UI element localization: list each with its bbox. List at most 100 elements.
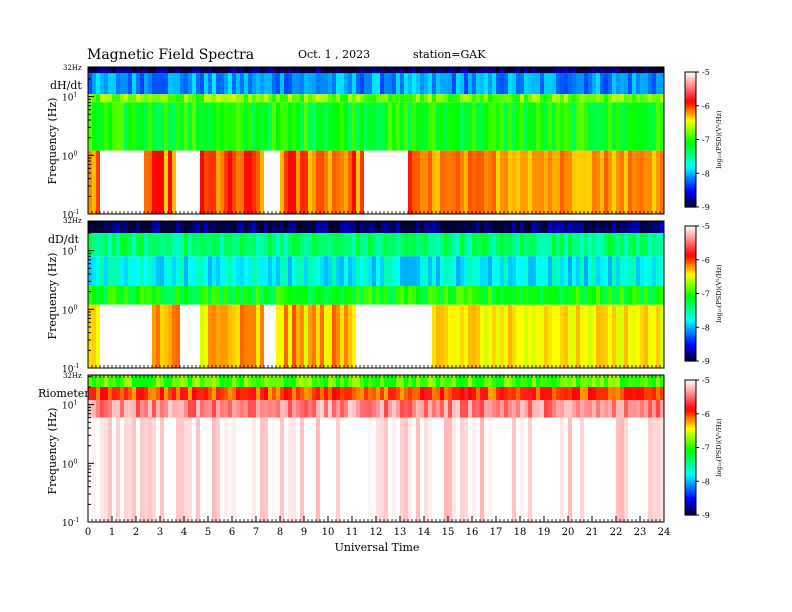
spectrogram-cell — [480, 94, 485, 103]
spectrogram-cell — [612, 67, 617, 74]
spectrogram-cell — [540, 102, 545, 151]
spectrogram-cell — [236, 417, 241, 522]
spectrogram-cell — [584, 375, 589, 387]
spectrogram-cell — [648, 417, 653, 522]
spectrogram-cell — [588, 304, 593, 368]
spectrogram-cell — [244, 386, 249, 400]
spectrogram-cell — [480, 304, 485, 368]
spectrogram-cell — [276, 375, 281, 387]
spectrogram-cell — [356, 232, 361, 257]
y-tick-base: 10 — [62, 519, 74, 529]
spectrogram-cell — [504, 150, 509, 214]
spectrogram-cell — [532, 232, 537, 257]
colorbar-cell — [685, 404, 696, 408]
spectrogram-cell — [600, 304, 605, 368]
spectrogram-cell — [544, 375, 549, 387]
spectrogram-cell — [376, 304, 381, 368]
spectrogram-cell — [176, 94, 181, 103]
colorbar-cell — [685, 87, 696, 91]
spectrogram-cell — [576, 285, 581, 305]
colorbar-cell — [685, 331, 696, 335]
spectrogram-cell — [560, 304, 565, 368]
spectrogram-cell — [436, 67, 441, 74]
spectrogram-cell — [148, 386, 153, 400]
spectrogram-cell — [240, 399, 245, 418]
spectrogram-cell — [172, 386, 177, 400]
spectrogram-cell — [152, 102, 157, 151]
spectrogram-cell — [436, 102, 441, 151]
spectrogram-cell — [528, 386, 533, 400]
spectrogram-cell — [320, 375, 325, 387]
spectrogram-cell — [356, 417, 361, 522]
spectrogram-cell — [392, 73, 397, 95]
spectrogram-cell — [280, 304, 285, 368]
spectrogram-cell — [532, 256, 537, 286]
spectrogram-cell — [380, 256, 385, 286]
spectrogram-cell — [616, 102, 621, 151]
spectrogram-cell — [188, 221, 193, 233]
spectrogram-cell — [412, 221, 417, 233]
spectrogram-cell — [100, 256, 105, 286]
spectrogram-cell — [440, 94, 445, 103]
spectrogram-cell — [348, 399, 353, 418]
spectrogram-cell — [508, 67, 513, 74]
spectrogram-cell — [220, 94, 225, 103]
spectrogram-cell — [568, 285, 573, 305]
spectrogram-cell — [472, 102, 477, 151]
spectrogram-cell — [548, 285, 553, 305]
spectrogram-cell — [428, 417, 433, 522]
spectrogram-cell — [412, 375, 417, 387]
spectrogram-cell — [564, 375, 569, 387]
spectrogram-cell — [416, 417, 421, 522]
band-1 — [88, 73, 665, 95]
spectrogram-cell — [260, 94, 265, 103]
spectrogram-cell — [280, 375, 285, 387]
spectrogram-cell — [356, 67, 361, 74]
top-freq-label-1: 32Hz — [63, 64, 82, 72]
spectrogram-cell — [640, 102, 645, 151]
spectrogram-cell — [536, 94, 541, 103]
spectrogram-cell — [284, 417, 289, 522]
spectrogram-cell — [652, 256, 657, 286]
spectrogram-cell — [132, 399, 137, 418]
spectrogram-cell — [104, 94, 109, 103]
x-tick-label: 5 — [205, 527, 211, 538]
spectrogram-cell — [536, 399, 541, 418]
spectrogram-cell — [292, 304, 297, 368]
spectrogram-cell — [568, 73, 573, 95]
spectrogram-cell — [596, 232, 601, 257]
spectrogram-cell — [496, 102, 501, 151]
spectrogram-cell — [592, 285, 597, 305]
spectrogram-cell — [428, 232, 433, 257]
spectrogram-cell — [520, 375, 525, 387]
spectrogram-cell — [212, 221, 217, 233]
colorbar-cell — [685, 226, 696, 229]
spectrogram-cell — [176, 102, 181, 151]
spectrogram-cell — [532, 221, 537, 233]
spectrogram-cell — [396, 102, 401, 151]
spectrogram-cell — [104, 375, 109, 387]
spectrogram-cell — [456, 285, 461, 305]
spectrogram-cell — [480, 285, 485, 305]
spectrogram-cell — [216, 150, 221, 214]
spectrogram-cell — [456, 375, 461, 387]
spectrogram-cell — [132, 386, 137, 400]
spectrogram-cell — [280, 417, 285, 522]
spectrogram-cell — [636, 304, 641, 368]
spectrogram-cell — [404, 375, 409, 387]
spectrogram-cell — [184, 150, 189, 214]
spectrogram-cell — [144, 221, 149, 233]
colorbar-cell — [685, 347, 696, 351]
spectrogram-cell — [436, 150, 441, 214]
spectrogram-cell — [288, 94, 293, 103]
spectrogram-cell — [404, 94, 409, 103]
spectrogram-cell — [324, 150, 329, 214]
spectrogram-cell — [104, 399, 109, 418]
spectrogram-cell — [576, 94, 581, 103]
spectrogram-cell — [280, 221, 285, 233]
spectrogram-cell — [656, 67, 661, 74]
colorbar-cell — [685, 83, 696, 87]
spectrogram-cell — [468, 304, 473, 368]
spectrogram-cell — [160, 102, 165, 151]
spectrogram-cell — [220, 102, 225, 151]
